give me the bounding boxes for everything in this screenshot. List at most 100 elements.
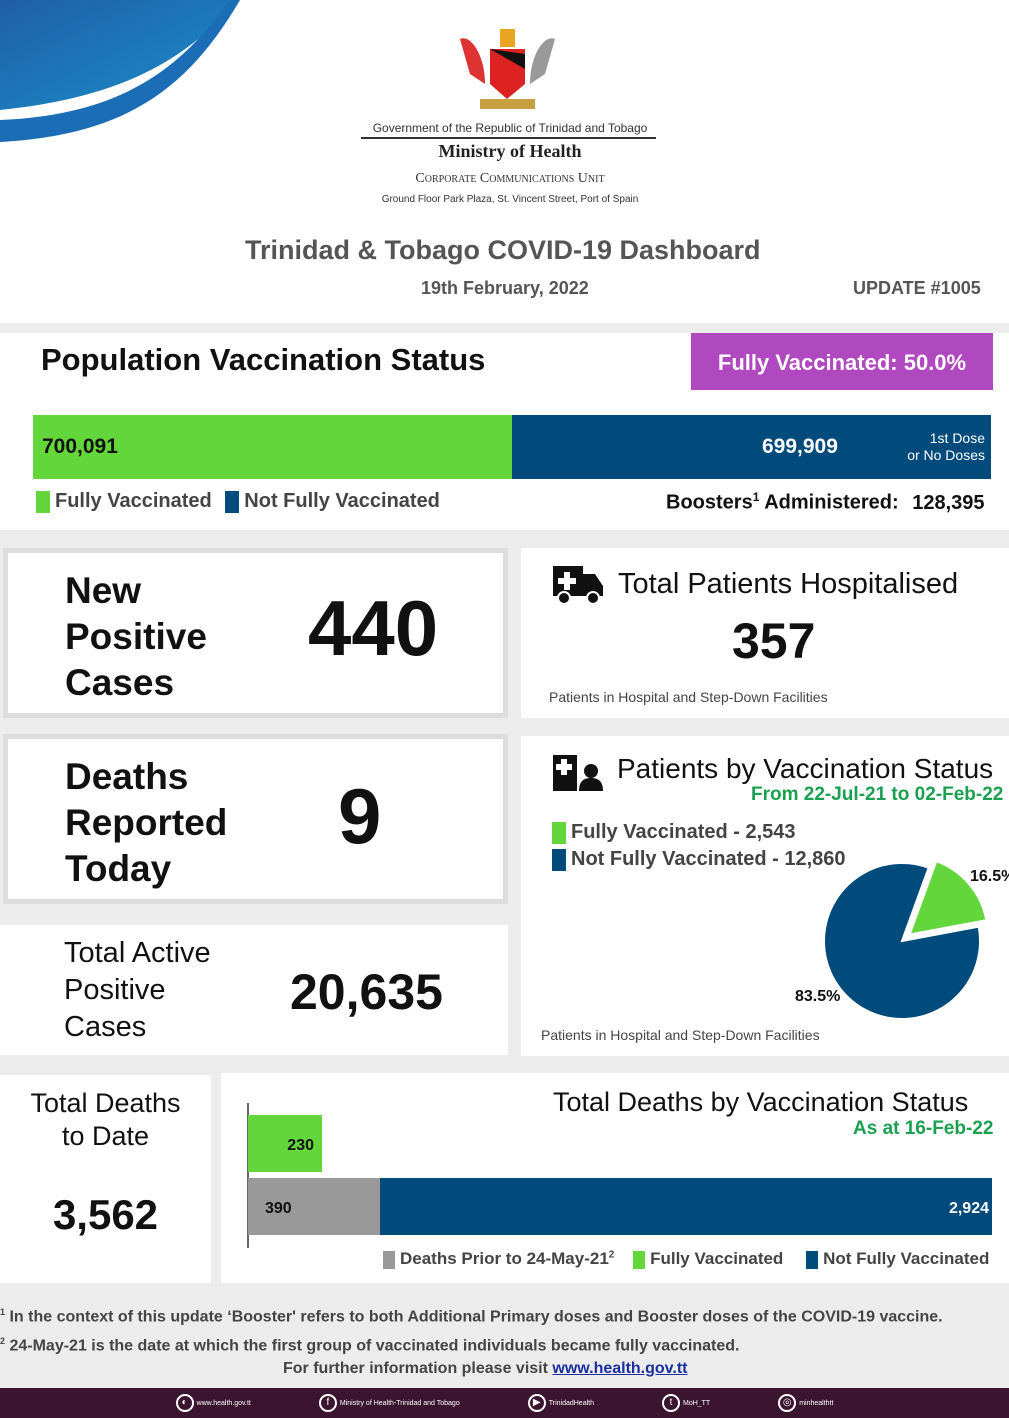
total-deaths-label: Total Deaths to Date <box>0 1087 211 1153</box>
footnote-1: 1 In the context of this update ‘Booster… <box>0 1300 943 1329</box>
hospitalised-card: Total Patients Hospitalised 357 Patients… <box>521 548 1009 718</box>
boosters-label: Administered: <box>759 491 899 514</box>
deaths-by-status-card: Total Deaths by Vaccination Status As at… <box>221 1073 1009 1283</box>
pie-subtitle: From 22-Jul-21 to 02-Feb-22 <box>751 784 1004 805</box>
legend-not-fully: Not Fully Vaccinated <box>823 1249 990 1268</box>
footnote-ref: 1 <box>752 490 760 504</box>
deaths-chart-legend: Deaths Prior to 24-May-212 Fully Vaccina… <box>383 1249 989 1269</box>
hospitalised-note: Patients in Hospital and Step-Down Facil… <box>549 689 828 705</box>
legend-prior: Deaths Prior to 24-May-21 <box>400 1249 609 1268</box>
footnotes: 1 In the context of this update ‘Booster… <box>0 1300 943 1359</box>
bar-data-label: 390 <box>265 1200 292 1217</box>
bar-data-label: 2,924 <box>949 1200 989 1217</box>
header-divider <box>361 137 656 139</box>
legend-item: Fully Vaccinated - 2,543 <box>552 819 846 846</box>
twitter-icon: t <box>661 1394 680 1412</box>
not-fully-note: 1st Dose or No Doses <box>907 430 985 464</box>
pie-title: Patients by Vaccination Status <box>617 753 994 784</box>
legend-swatch-green <box>633 1250 646 1269</box>
legend-swatch-green <box>36 490 50 513</box>
header-swoosh <box>0 0 240 142</box>
new-cases-value: 440 <box>308 584 439 672</box>
deaths-bar-chart: 230 390 2,924 <box>247 1103 992 1248</box>
pie-note: Patients in Hospital and Step-Down Facil… <box>541 1027 820 1043</box>
legend-swatch-blue <box>225 490 240 513</box>
hospitalised-title: Total Patients Hospitalised <box>618 568 959 600</box>
boosters-label: Boosters <box>666 491 753 514</box>
legend-swatch-green <box>552 821 566 844</box>
active-cases-value: 20,635 <box>290 964 443 1020</box>
social-footer: ◐ www.health.gov.tt f Ministry of Health-T… <box>0 1388 1009 1418</box>
hospitalised-value: 357 <box>732 613 816 669</box>
label-line: Cases <box>65 662 175 703</box>
label-line: Total Deaths <box>30 1088 181 1118</box>
footnote-text: In the context of this update ‘Booster' … <box>5 1308 943 1326</box>
social-label: TrinidadHealth <box>548 1399 594 1407</box>
deaths-chart-subtitle: As at 16-Feb-22 <box>853 1118 994 1139</box>
label-line: New <box>65 570 142 611</box>
unit-name: Corporate Communications Unit <box>415 171 605 186</box>
total-deaths-value: 3,562 <box>52 1191 159 1238</box>
facebook-icon: f <box>318 1394 337 1412</box>
label-line: Cases <box>64 1011 147 1043</box>
bar-not-fully-vaccinated <box>380 1178 992 1235</box>
health-website-link[interactable]: www.health.gov.tt <box>552 1360 688 1377</box>
government-name: Government of the Republic of Trinidad a… <box>372 121 648 135</box>
vaccination-title: Population Vaccination Status <box>41 342 486 377</box>
page-title: Trinidad & Tobago COVID-19 Dashboard <box>245 235 761 265</box>
fully-vaccinated-badge: Fully Vaccinated: 50.0% <box>691 333 993 390</box>
label-line: Total Active <box>64 937 211 969</box>
hospital-patient-icon <box>553 755 603 791</box>
legend-not-fully: Not Fully Vaccinated <box>244 490 440 512</box>
legend-fully: Fully Vaccinated - 2,543 <box>571 821 796 843</box>
ministry-name: Ministry of Health <box>438 141 582 161</box>
social-youtube[interactable]: ▶ TrinidadHealth <box>527 1394 594 1412</box>
new-cases-card: New Positive Cases 440 <box>3 548 508 718</box>
label-line: Today <box>65 848 172 889</box>
social-website[interactable]: ◐ www.health.gov.tt <box>175 1394 251 1412</box>
legend-fully: Fully Vaccinated <box>650 1249 784 1268</box>
not-fully-count: 699,909 <box>762 435 838 458</box>
active-cases-card: Total Active Positive Cases 20,635 <box>0 925 508 1055</box>
deaths-today-card: Deaths Reported Today 9 <box>3 734 508 904</box>
pie-slice-fully <box>908 859 988 936</box>
note-line: or No Doses <box>907 447 985 463</box>
boosters-value: 128,395 <box>912 491 985 514</box>
pie-legend: Fully Vaccinated - 2,543 Not Fully Vacci… <box>552 819 846 873</box>
coat-of-arms-logo <box>460 29 555 109</box>
boosters-administered: Boosters1 Administered: 128,395 <box>666 490 985 515</box>
legend-fully: Fully Vaccinated <box>55 490 212 512</box>
footnote-number: 1 <box>0 1307 6 1317</box>
vaccination-status-pie-card: Patients by Vaccination Status From 22-J… <box>521 736 1009 1056</box>
pie-slice-not-fully <box>823 862 981 1020</box>
label-line: Positive <box>64 974 166 1006</box>
youtube-icon: ▶ <box>527 1394 546 1412</box>
label-line: Deaths <box>65 756 189 797</box>
label-line: Positive <box>65 616 207 657</box>
deaths-today-value: 9 <box>338 772 382 860</box>
report-date: 19th February, 2022 <box>421 278 589 298</box>
new-cases-label: New Positive Cases <box>65 568 207 706</box>
footnote-number: 2 <box>0 1336 6 1347</box>
legend-item: Not Fully Vaccinated - 12,860 <box>552 846 846 873</box>
social-label: Ministry of Health-Trinidad and Tobago <box>339 1399 460 1407</box>
footnote-ref: 2 <box>608 1249 615 1261</box>
social-label: minhealthtt <box>799 1399 834 1407</box>
label-line: Reported <box>65 802 228 843</box>
deaths-chart-title: Total Deaths by Vaccination Status <box>553 1087 969 1117</box>
label-line: to Date <box>61 1121 150 1151</box>
social-facebook[interactable]: f Ministry of Health-Trinidad and Tobago <box>318 1394 460 1412</box>
ambulance-icon <box>553 566 603 605</box>
social-label: MoH_TT <box>682 1399 711 1407</box>
total-deaths-card: Total Deaths to Date 3,562 <box>0 1075 211 1283</box>
deaths-today-label: Deaths Reported Today <box>65 754 227 892</box>
social-twitter[interactable]: t MoH_TT <box>661 1394 711 1412</box>
pie-chart <box>823 859 988 1020</box>
pie-label-fully: 16.5% <box>970 868 1009 885</box>
more-info: For further information please visit www… <box>283 1360 687 1378</box>
more-info-text: For further information please visit <box>283 1360 553 1377</box>
legend-not-fully: Not Fully Vaccinated - 12,860 <box>571 848 846 870</box>
legend-swatch-blue <box>806 1250 819 1269</box>
social-instagram[interactable]: ◎ minhealthtt <box>778 1394 833 1412</box>
legend-swatch-blue <box>552 848 566 871</box>
